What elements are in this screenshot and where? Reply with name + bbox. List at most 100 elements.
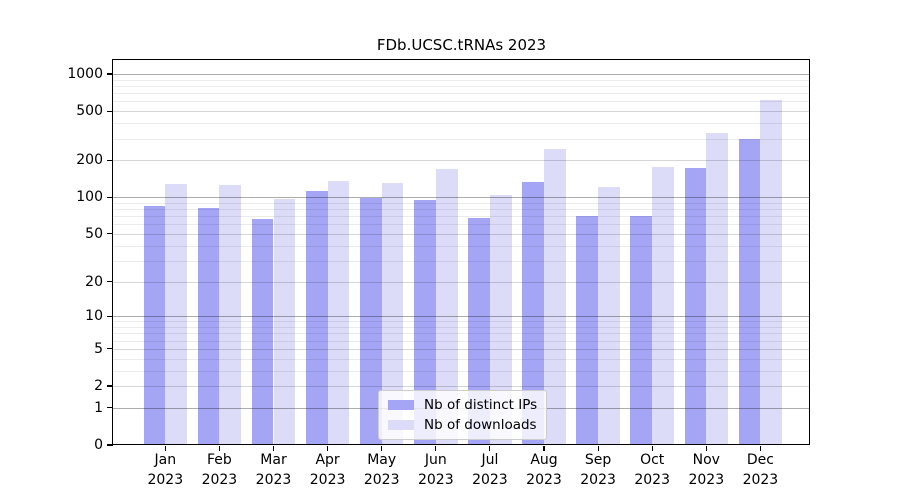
gridline-10 <box>113 316 810 318</box>
minor-gridline-30 <box>113 260 810 262</box>
bar-downloads <box>219 185 242 445</box>
bar-distinct-ips <box>305 190 328 445</box>
minor-gridline-600 <box>113 101 810 103</box>
minor-gridline-90 <box>113 202 810 204</box>
x-tick-label-jan: Jan 2023 <box>135 451 195 490</box>
y-tick-label-1: 1 <box>94 399 103 416</box>
y-tick-label-2: 2 <box>94 378 103 394</box>
y-tick-mark-20 <box>106 280 113 283</box>
x-tick-mark-mar <box>272 445 275 452</box>
legend-swatch-distinct-ips <box>388 400 414 410</box>
x-tick-year: 2023 <box>201 471 238 488</box>
x-tick-mark-may <box>381 445 383 452</box>
x-tick-month: Mar <box>260 452 287 468</box>
bar-distinct-ips <box>414 199 436 445</box>
bar-downloads <box>760 99 783 445</box>
x-tick-mark-jan <box>164 445 166 452</box>
bar-distinct-ips <box>359 197 382 445</box>
y-tick-label-200: 200 <box>76 152 103 169</box>
gridline-50 <box>113 233 810 235</box>
x-tick-mark-jul <box>489 445 491 452</box>
x-tick-month: Apr <box>315 452 340 468</box>
y-tick-mark-10 <box>106 315 113 317</box>
bar-downloads <box>165 184 188 445</box>
x-tick-month: Feb <box>206 452 232 468</box>
y-tick-label-50: 50 <box>85 225 103 242</box>
bar-distinct-ips <box>738 138 761 445</box>
y-tick-mark-50 <box>106 233 113 235</box>
x-tick-label-oct: Oct 2023 <box>622 451 682 490</box>
bar-distinct-ips <box>251 219 274 445</box>
minor-gridline-60 <box>113 224 810 226</box>
bar-distinct-ips <box>468 218 490 445</box>
x-tick-mark-aug <box>543 445 545 452</box>
x-tick-mark-jun <box>435 445 437 452</box>
minor-gridline-70 <box>113 216 810 218</box>
x-tick-month: Nov <box>692 452 720 468</box>
bar-distinct-ips <box>197 207 220 445</box>
x-tick-label-jun: Jun 2023 <box>406 451 466 490</box>
bar-distinct-ips <box>630 216 653 445</box>
x-tick-year: 2023 <box>580 471 616 488</box>
y-tick-label-100: 100 <box>76 189 103 206</box>
x-tick-month: May <box>367 452 397 468</box>
minor-gridline-6 <box>113 340 810 342</box>
y-tick-label-0: 0 <box>94 437 103 453</box>
y-tick-mark-0 <box>106 444 113 446</box>
y-tick-label-20: 20 <box>85 273 103 290</box>
gridline-1000 <box>113 74 810 75</box>
legend-swatch-downloads <box>388 420 414 430</box>
minor-gridline-700 <box>113 93 810 95</box>
x-tick-year: 2023 <box>255 471 292 488</box>
gridline-20 <box>113 281 810 283</box>
x-tick-mark-nov <box>705 445 707 452</box>
minor-gridline-7 <box>113 333 810 335</box>
x-tick-label-sep: Sep 2023 <box>568 451 628 490</box>
legend-row-distinct-ips: Nb of distinct IPs <box>388 397 537 413</box>
x-tick-year: 2023 <box>472 471 508 488</box>
x-tick-year: 2023 <box>634 471 670 488</box>
minor-gridline-900 <box>113 79 810 81</box>
gridline-200 <box>113 160 810 162</box>
x-tick-year: 2023 <box>742 471 779 488</box>
y-tick-label-10: 10 <box>85 308 103 325</box>
bar-downloads <box>381 183 404 445</box>
x-tick-mark-oct <box>651 445 653 452</box>
x-tick-label-dec: Dec 2023 <box>730 451 790 490</box>
x-tick-mark-feb <box>218 445 220 452</box>
x-tick-mark-dec <box>759 445 761 452</box>
x-tick-month: Jan <box>154 452 177 468</box>
x-tick-mark-sep <box>597 445 599 452</box>
x-tick-label-feb: Feb 2023 <box>189 451 249 490</box>
minor-gridline-300 <box>113 138 810 140</box>
bar-downloads <box>706 133 729 445</box>
legend-label-downloads: Nb of downloads <box>424 417 537 433</box>
legend-row-downloads: Nb of downloads <box>388 417 537 433</box>
minor-gridline-800 <box>113 85 810 87</box>
bar-downloads <box>652 167 674 445</box>
bar-downloads <box>489 194 512 445</box>
y-tick-mark-100 <box>106 196 113 198</box>
bar-distinct-ips <box>576 216 599 445</box>
x-tick-year: 2023 <box>526 471 562 488</box>
gridline-2 <box>113 386 810 387</box>
minor-gridline-8 <box>113 327 810 328</box>
y-tick-mark-1000 <box>106 73 113 75</box>
x-tick-label-may: May 2023 <box>352 451 412 490</box>
x-tick-month: Jul <box>481 452 499 468</box>
x-tick-month: Oct <box>640 452 665 468</box>
x-tick-label-nov: Nov 2023 <box>676 451 736 490</box>
legend: Nb of distinct IPs Nb of downloads <box>378 390 548 440</box>
bar-downloads <box>273 199 296 445</box>
bar-distinct-ips <box>684 167 707 445</box>
x-tick-year: 2023 <box>147 471 184 488</box>
minor-gridline-80 <box>113 209 810 211</box>
x-tick-month: Dec <box>746 452 774 468</box>
legend-label-distinct-ips: Nb of distinct IPs <box>424 397 538 413</box>
y-tick-mark-2 <box>106 385 113 387</box>
bar-downloads <box>327 181 350 445</box>
bar-downloads <box>435 168 458 445</box>
bar-distinct-ips <box>522 181 544 445</box>
minor-gridline-9 <box>113 321 810 323</box>
